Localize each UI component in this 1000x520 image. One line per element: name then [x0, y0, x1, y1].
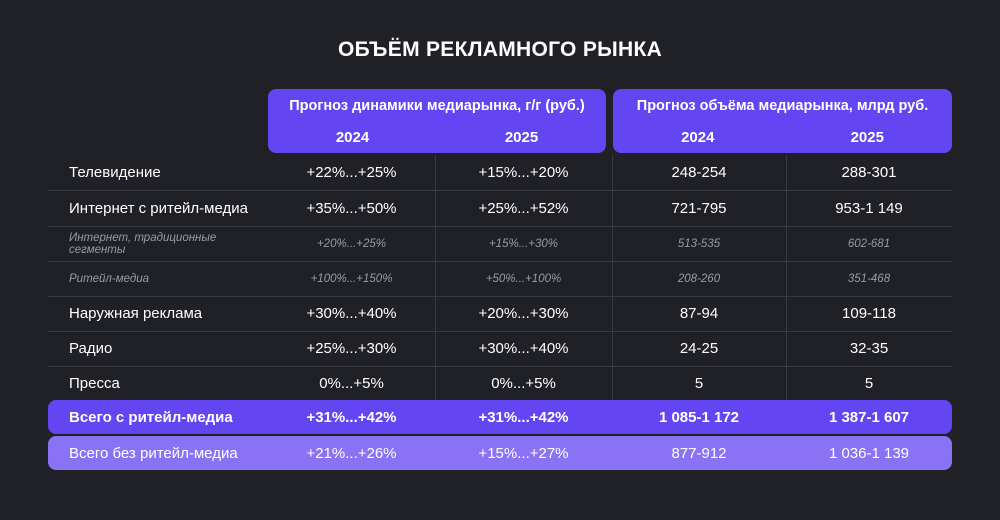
- column-divider: [786, 155, 787, 400]
- header-volume-title: Прогноз объёма медиарынка, млрд руб.: [636, 98, 929, 114]
- cell-volume-2025: 32-35: [849, 340, 889, 357]
- cell-dynamics-2025: +31%...+42%: [478, 408, 569, 426]
- cell-dynamics-2024: +30%...+40%: [306, 305, 397, 322]
- table-row: Пресса 0%...+5% 0%...+5% 5 5: [48, 366, 952, 401]
- cell-volume-2025: 109-118: [842, 305, 896, 322]
- table-row: Наружная реклама +30%...+40% +20%...+30%…: [48, 296, 952, 332]
- cell-dynamics-2025: +15%...+20%: [478, 164, 569, 181]
- cell-dynamics-2025: +50%...+100%: [485, 273, 562, 285]
- cell-volume-2025: 953-1 149: [835, 200, 903, 217]
- cell-volume-2025: 1 387-1 607: [828, 408, 910, 426]
- cell-volume-2024: 24-25: [679, 340, 719, 357]
- cell-dynamics-2024: +31%...+42%: [306, 408, 397, 426]
- cell-dynamics-2025: +25%...+52%: [478, 200, 569, 217]
- cell-dynamics-2024: +21%...+26%: [306, 444, 397, 462]
- cell-volume-2025: 602-681: [847, 238, 891, 250]
- total-row-with-retail: Всего с ритейл-медиа +31%...+42% +31%...…: [48, 400, 952, 434]
- cell-dynamics-2024: +25%...+30%: [306, 340, 397, 357]
- header-dynamics-title: Прогноз динамики медиарынка, г/г (руб.): [289, 98, 585, 114]
- table-row: Интернет с ритейл-медиа +35%...+50% +25%…: [48, 191, 952, 227]
- total-row-without-retail: Всего без ритейл-медиа +21%...+26% +15%.…: [48, 436, 952, 470]
- row-label: Всего с ритейл-медиа: [69, 408, 233, 426]
- row-label: Телевидение: [69, 164, 161, 181]
- cell-volume-2025: 288-301: [841, 164, 897, 181]
- header-volume-year-2024: 2024: [681, 129, 715, 146]
- column-divider: [612, 155, 613, 400]
- cell-volume-2024: 721-795: [671, 200, 727, 217]
- table-row: Телевидение +22%...+25% +15%...+20% 248-…: [48, 155, 952, 191]
- cell-volume-2024: 5: [694, 375, 704, 392]
- cell-volume-2024: 513-535: [677, 238, 721, 250]
- header-dynamics-year-2024: 2024: [335, 129, 370, 146]
- row-label: Интернет, традиционные сегменты: [69, 232, 217, 256]
- header-dynamics: Прогноз динамики медиарынка, г/г (руб.) …: [268, 89, 606, 153]
- cell-volume-2024: 208-260: [677, 273, 721, 285]
- cell-volume-2024: 87-94: [679, 305, 719, 322]
- cell-dynamics-2024: +20%...+25%: [316, 238, 387, 250]
- row-label: Радио: [69, 340, 113, 357]
- cell-dynamics-2025: 0%...+5%: [491, 375, 556, 392]
- row-label: Всего без ритейл-медиа: [69, 444, 238, 462]
- cell-dynamics-2024: 0%...+5%: [319, 375, 384, 392]
- table-row-sub: Интернет, традиционные сегменты +20%...+…: [48, 227, 952, 262]
- cell-volume-2025: 5: [864, 375, 874, 392]
- row-label: Наружная реклама: [69, 305, 203, 322]
- cell-dynamics-2025: +15%...+30%: [488, 238, 559, 250]
- cell-volume-2024: 877-912: [671, 444, 727, 462]
- cell-dynamics-2024: +22%...+25%: [306, 164, 397, 181]
- row-label: Ритейл-медиа: [69, 273, 150, 285]
- table-row-sub: Ритейл-медиа +100%...+150% +50%...+100% …: [48, 262, 952, 297]
- cell-dynamics-2025: +30%...+40%: [478, 340, 569, 357]
- cell-volume-2025: 1 036-1 139: [828, 444, 910, 462]
- column-divider: [435, 155, 436, 400]
- header-dynamics-year-2025: 2025: [504, 129, 539, 146]
- cell-volume-2024: 1 085-1 172: [658, 408, 740, 426]
- page-title: ОБЪЁМ РЕКЛАМНОГО РЫНКА: [337, 38, 663, 61]
- cell-volume-2025: 351-468: [847, 273, 891, 285]
- cell-dynamics-2025: +20%...+30%: [478, 305, 569, 322]
- row-label: Интернет с ритейл-медиа: [69, 200, 248, 217]
- table-row: Радио +25%...+30% +30%...+40% 24-25 32-3…: [48, 331, 952, 367]
- header-volume: Прогноз объёма медиарынка, млрд руб. 202…: [613, 89, 952, 153]
- row-label: Пресса: [69, 375, 120, 392]
- cell-dynamics-2025: +15%...+27%: [478, 444, 569, 462]
- header-volume-year-2025: 2025: [850, 129, 884, 146]
- cell-volume-2024: 248-254: [671, 164, 727, 181]
- cell-dynamics-2024: +35%...+50%: [306, 200, 397, 217]
- cell-dynamics-2024: +100%...+150%: [310, 273, 393, 285]
